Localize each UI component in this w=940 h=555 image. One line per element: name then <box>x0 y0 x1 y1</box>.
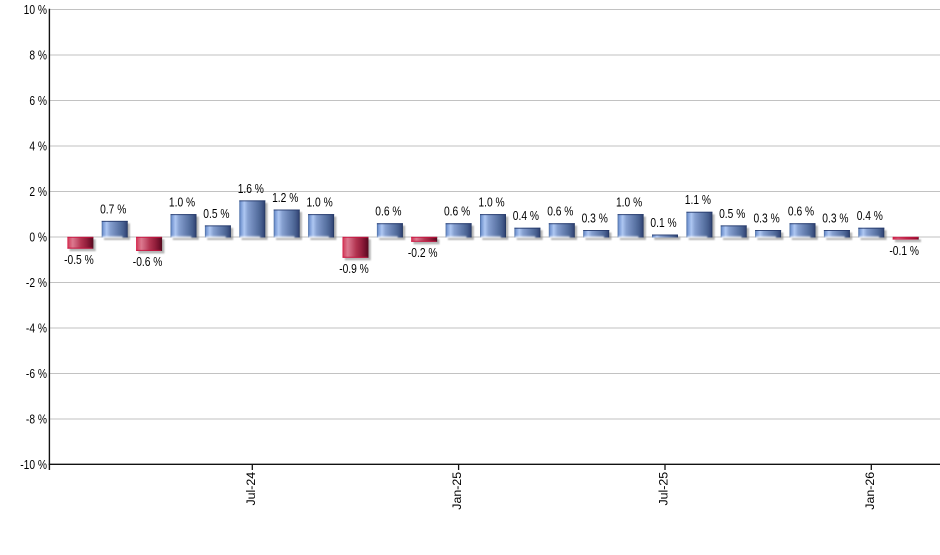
svg-text:-2 %: -2 % <box>26 276 47 290</box>
svg-text:0.6 %: 0.6 % <box>547 205 573 219</box>
svg-text:-0.9 %: -0.9 % <box>339 262 369 276</box>
svg-text:-0.2 %: -0.2 % <box>408 246 438 260</box>
svg-text:Jul-25: Jul-25 <box>657 472 671 506</box>
svg-text:0.3 %: 0.3 % <box>753 211 779 225</box>
svg-text:0.6 %: 0.6 % <box>444 205 470 219</box>
svg-text:Jan-26: Jan-26 <box>863 472 877 510</box>
svg-text:0.5 %: 0.5 % <box>719 207 745 221</box>
svg-text:-0.6 %: -0.6 % <box>133 255 163 269</box>
svg-text:0.3 %: 0.3 % <box>822 211 848 225</box>
svg-text:1.6 %: 1.6 % <box>238 182 264 196</box>
svg-text:-4 %: -4 % <box>26 321 47 335</box>
svg-text:0.1 %: 0.1 % <box>650 216 676 230</box>
svg-text:1.0 %: 1.0 % <box>478 196 504 210</box>
svg-text:1.0 %: 1.0 % <box>169 196 195 210</box>
svg-text:0 %: 0 % <box>29 230 47 244</box>
svg-text:4 %: 4 % <box>29 139 47 153</box>
svg-text:0.7 %: 0.7 % <box>100 202 126 216</box>
svg-text:0.4 %: 0.4 % <box>857 209 883 223</box>
svg-text:-0.1 %: -0.1 % <box>889 244 919 258</box>
svg-text:0.6 %: 0.6 % <box>375 205 401 219</box>
svg-text:Jul-24: Jul-24 <box>244 472 258 506</box>
svg-text:Jan-25: Jan-25 <box>450 472 464 510</box>
svg-text:1.0 %: 1.0 % <box>306 196 332 210</box>
svg-text:1.0 %: 1.0 % <box>616 196 642 210</box>
svg-text:0.4 %: 0.4 % <box>513 209 539 223</box>
svg-text:0.3 %: 0.3 % <box>582 211 608 225</box>
svg-text:-8 %: -8 % <box>26 412 47 426</box>
svg-text:1.2 %: 1.2 % <box>272 191 298 205</box>
svg-text:10 %: 10 % <box>24 3 47 17</box>
svg-text:0.6 %: 0.6 % <box>788 205 814 219</box>
svg-text:0.5 %: 0.5 % <box>203 207 229 221</box>
svg-text:8 %: 8 % <box>29 48 47 62</box>
svg-text:-10 %: -10 % <box>20 458 47 472</box>
svg-text:-6 %: -6 % <box>26 367 47 381</box>
svg-text:-0.5 %: -0.5 % <box>64 253 94 267</box>
svg-text:2 %: 2 % <box>29 185 47 199</box>
svg-text:1.1 %: 1.1 % <box>685 193 711 207</box>
svg-text:6 %: 6 % <box>29 94 47 108</box>
